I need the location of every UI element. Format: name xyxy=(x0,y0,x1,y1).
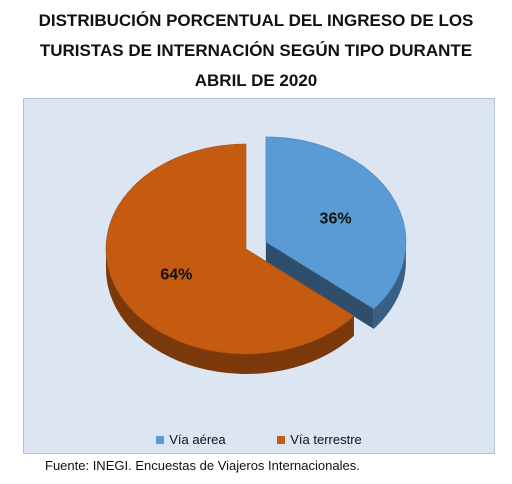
source-note: Fuente: INEGI. Encuestas de Viajeros Int… xyxy=(45,458,360,473)
legend-label-via-aerea: Vía aérea xyxy=(169,432,226,447)
pie-slice-via-terrestre xyxy=(105,143,355,355)
chart-title-line-1: DISTRIBUCIÓN PORCENTUAL DEL INGRESO DE L… xyxy=(38,11,474,30)
pie-labels: 36% 64% xyxy=(160,210,351,283)
legend-swatch-via-terrestre xyxy=(277,435,286,444)
plot-area: 36% 64% Vía aérea Vía terrestre xyxy=(23,98,495,454)
data-label-via-terrestre: 64% xyxy=(160,267,192,284)
pie-side-via-aerea-0 xyxy=(373,241,406,329)
chart-title: DISTRIBUCIÓN PORCENTUAL DEL INGRESO DE L… xyxy=(0,6,512,96)
pie-cut-via-aerea-1 xyxy=(265,241,374,329)
data-label-via-aerea: 36% xyxy=(320,210,352,227)
legend-label-via-terrestre: Vía terrestre xyxy=(290,432,362,447)
pie-tops xyxy=(105,136,407,355)
legend: Vía aérea Vía terrestre xyxy=(24,432,494,447)
legend-swatch-via-aerea xyxy=(156,435,165,444)
chart-title-line-2: TURISTAS DE INTERNACIÓN SEGÚN TIPO DURAN… xyxy=(39,41,473,60)
legend-item-via-aerea: Vía aérea xyxy=(156,432,226,447)
legend-item-via-terrestre: Vía terrestre xyxy=(277,432,362,447)
pie-slice-via-aerea xyxy=(265,136,407,310)
pie-chart: 36% 64% xyxy=(105,136,407,374)
pie-side-via-terrestre-0 xyxy=(106,249,354,374)
chart-title-line-3: ABRIL DE 2020 xyxy=(194,71,318,90)
